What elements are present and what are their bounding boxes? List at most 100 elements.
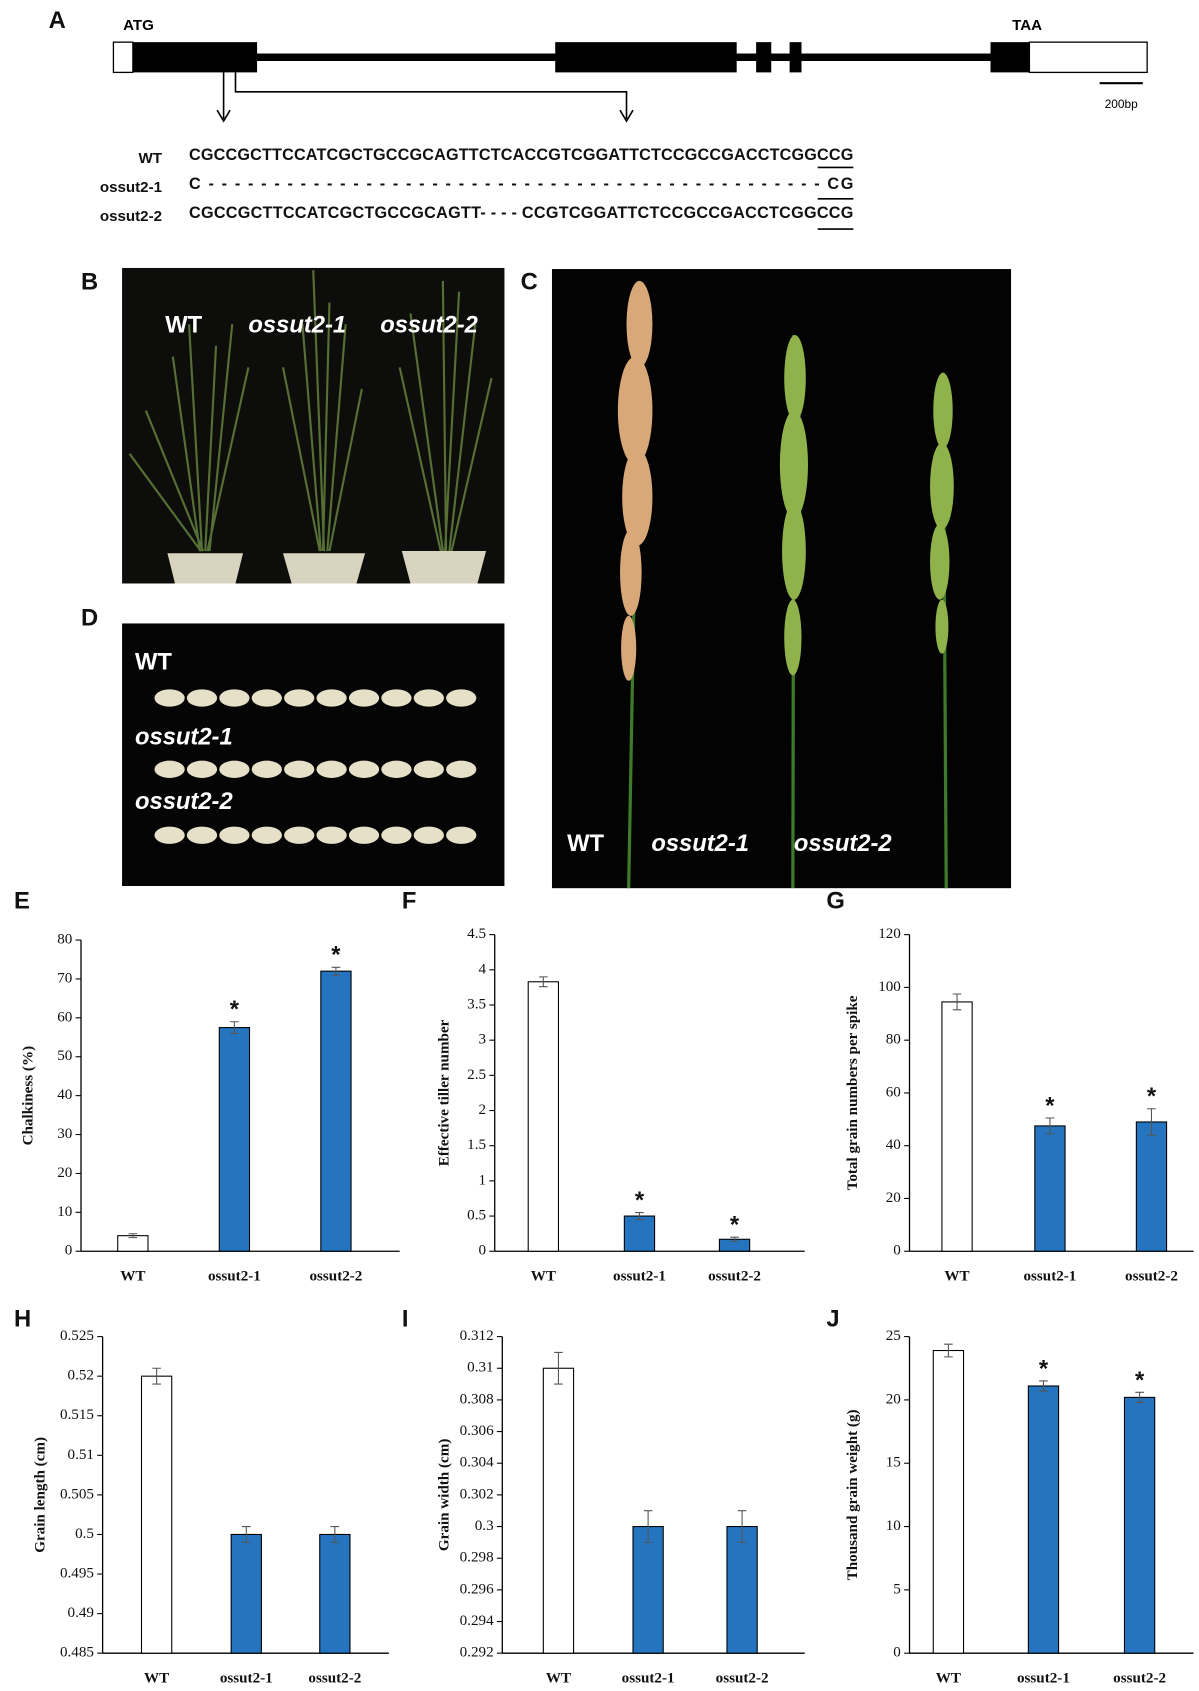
x-tick-label: ossut2-1 [622,1671,675,1687]
grain [413,826,444,844]
bar [218,1027,251,1252]
significance-mark: * [1147,1083,1157,1110]
y-tick-label: 0.51 [68,1447,94,1463]
stop-codon: TAA [1012,17,1042,34]
gene-diagram [112,41,1148,230]
error-bar [643,1510,653,1543]
grain [186,826,218,844]
grain [251,689,282,707]
significance-mark: * [331,942,341,969]
grain [446,760,477,778]
y-tick-label: 0.31 [467,1360,493,1376]
bar [623,1215,656,1252]
y-tick-label: 20 [57,1165,72,1181]
x-tick-label: ossut2-2 [1125,1269,1178,1285]
grain [381,760,412,778]
x-tick-label: ossut2-2 [1113,1671,1166,1687]
x-tick-label: ossut2-2 [708,1269,761,1285]
x-tick-label: ossut2-1 [1017,1671,1070,1687]
y-tick-label: 0.3 [475,1518,494,1534]
y-tick-label: 0.308 [460,1391,494,1407]
bar [1135,1121,1168,1252]
y-tick-label: 40 [57,1087,72,1103]
y-tick-label: 40 [886,1137,901,1153]
error-bar [737,1510,747,1543]
scale-label: 200bp [1105,97,1138,111]
grain [381,826,412,844]
grain [251,826,282,844]
photo-label: ossut2-1 [248,312,346,339]
error-bar [635,1211,644,1221]
sequence: C - - - - - - - - - - - - - - - - - - - … [189,175,853,193]
error-bar [152,1367,161,1385]
y-tick-label: 0.302 [460,1486,494,1502]
bar [726,1526,758,1654]
x-tick-label: ossut2-1 [1023,1269,1076,1285]
bar [140,1375,173,1654]
x-tick-label: WT [936,1671,961,1687]
x-tick-label: ossut2-1 [220,1671,273,1687]
y-tick-label: 0.304 [460,1455,494,1471]
y-tick-label: 4.5 [467,926,486,942]
significance-mark: * [730,1212,740,1239]
photo-panicles [551,269,1012,889]
y-tick-label: 0 [479,1243,487,1259]
y-tick-label: 0.312 [460,1328,494,1344]
grain [316,826,347,844]
panel-letter: I [402,1306,409,1333]
y-tick-label: 2.5 [467,1067,486,1083]
y-tick-label: 4 [479,961,487,977]
grain [348,826,380,844]
bar [320,970,352,1252]
y-tick-label: 0.306 [460,1423,494,1439]
y-tick-label: 0.485 [60,1645,94,1661]
panel-letter: A [49,7,66,34]
y-tick-label: 1 [479,1172,487,1188]
photo-label: ossut2-1 [135,723,233,750]
y-tick-label: 30 [57,1126,72,1142]
bar [542,1367,575,1654]
y-tick-label: 5 [893,1581,901,1597]
y-tick-label: 0.49 [68,1605,94,1621]
error-bar [944,1343,953,1358]
y-tick-label: 0.292 [460,1645,494,1661]
y-tick-label: 0.296 [460,1581,494,1597]
grain [219,689,250,707]
error-bar [330,1526,340,1543]
y-tick-label: 1.5 [467,1137,486,1153]
y-tick-label: 20 [886,1391,901,1407]
bar [632,1526,664,1654]
panel-letter: F [402,888,417,915]
grain [316,689,347,707]
photo-label: WT [567,830,604,857]
grain [219,760,250,778]
panel-letter: H [14,1306,31,1333]
y-tick-label: 2 [479,1102,487,1118]
y-axis-label: Grain length (cm) [33,1437,49,1553]
grain [154,760,185,778]
error-bar [1039,1380,1048,1392]
error-bar [730,1236,739,1242]
y-tick-label: 10 [57,1204,72,1220]
bar [941,1001,973,1252]
panel-letter: B [81,268,98,295]
y-tick-label: 60 [886,1084,901,1100]
x-tick-label: WT [144,1671,169,1687]
y-tick-label: 0.52 [68,1368,94,1384]
panel-letter: D [81,604,98,631]
significance-mark: * [635,1187,645,1214]
y-tick-label: 120 [878,926,901,942]
bar [932,1349,965,1654]
start-codon: ATG [123,17,154,34]
grain [348,760,380,778]
y-axis-label: Effective tiller number [437,1019,453,1166]
x-tick-label: WT [531,1269,556,1285]
y-tick-label: 10 [886,1518,901,1534]
x-tick-label: ossut2-2 [309,1269,362,1285]
y-tick-label: 0 [893,1243,901,1259]
photo-label: ossut2-2 [380,312,478,339]
significance-mark: * [1039,1355,1049,1382]
y-tick-label: 25 [886,1328,901,1344]
